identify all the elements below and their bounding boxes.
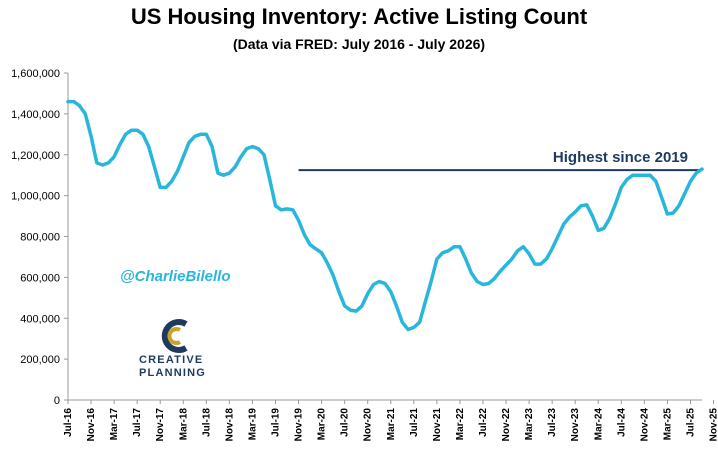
y-tick-label: 200,000: [20, 354, 60, 366]
x-tick-label: Nov-24: [639, 408, 650, 442]
y-tick-label: 1,400,000: [11, 109, 60, 121]
x-tick-label: Nov-20: [363, 408, 374, 442]
creative-planning-logo: CREATIVE PLANNING: [139, 319, 206, 379]
y-tick-label: 0: [54, 395, 60, 407]
x-tick-label: Jul-24: [616, 408, 627, 437]
x-tick-label: Jul-21: [409, 408, 420, 437]
x-tick-label: Nov-23: [570, 408, 581, 442]
x-tick-label: Jul-25: [685, 408, 696, 437]
logo-mark-icon: [161, 319, 188, 353]
y-tick-label: 1,600,000: [11, 68, 60, 80]
x-tick-label: Nov-19: [294, 408, 305, 442]
y-tick-label: 400,000: [20, 313, 60, 325]
x-tick-label: Mar-17: [109, 408, 120, 441]
x-tick-label: Mar-24: [593, 408, 604, 441]
series-line: [66, 99, 704, 332]
x-tick-label: Mar-25: [662, 408, 673, 441]
x-tick-label: Nov-25: [709, 408, 718, 442]
x-tick-label: Nov-17: [155, 408, 166, 442]
reference-line-group: Highest since 2019: [298, 149, 702, 172]
y-tick-label: 800,000: [20, 232, 60, 244]
x-tick-label: Nov-22: [501, 408, 512, 442]
y-tick-label: 1,000,000: [11, 191, 60, 203]
x-tick-label: Jul-19: [270, 408, 281, 437]
logo-text-line2: PLANNING: [139, 367, 206, 379]
x-tick-label: Jul-23: [547, 408, 558, 437]
axes: 0 200,000 400,000 600,000 800,000 1,000,000 1,…: [11, 68, 718, 441]
reference-line-label: Highest since 2019: [553, 149, 688, 166]
x-tick-label: Mar-19: [247, 408, 258, 441]
chart-title: US Housing Inventory: Active Listing Cou…: [130, 4, 588, 29]
logo-text-line1: CREATIVE: [139, 354, 203, 366]
x-tick-label: Jul-17: [132, 408, 143, 437]
y-tick-label: 600,000: [20, 272, 60, 284]
x-tick-label: Nov-21: [432, 408, 443, 442]
x-tick-label: Mar-20: [317, 408, 328, 441]
x-tick-label: Jul-16: [63, 408, 74, 437]
y-tick-label: 1,200,000: [11, 150, 60, 162]
x-tick-label: Mar-22: [455, 408, 466, 441]
x-tick-label: Nov-18: [224, 408, 235, 442]
series-group: [66, 99, 704, 332]
x-tick-label: Mar-18: [178, 408, 189, 441]
chart-subtitle: (Data via FRED: July 2016 - July 2026): [232, 36, 486, 52]
x-tick-label: Mar-23: [524, 408, 535, 441]
x-tick-label: Jul-20: [340, 408, 351, 437]
x-tick-label: Nov-16: [86, 408, 97, 442]
extras: @CharlieBilello CREATIVE PLANNING: [120, 268, 231, 379]
x-tick-label: Jul-22: [478, 408, 489, 437]
x-tick-label: Mar-21: [386, 408, 397, 441]
x-tick-label: Jul-18: [201, 408, 212, 437]
watermark-handle: @CharlieBilello: [120, 268, 231, 285]
